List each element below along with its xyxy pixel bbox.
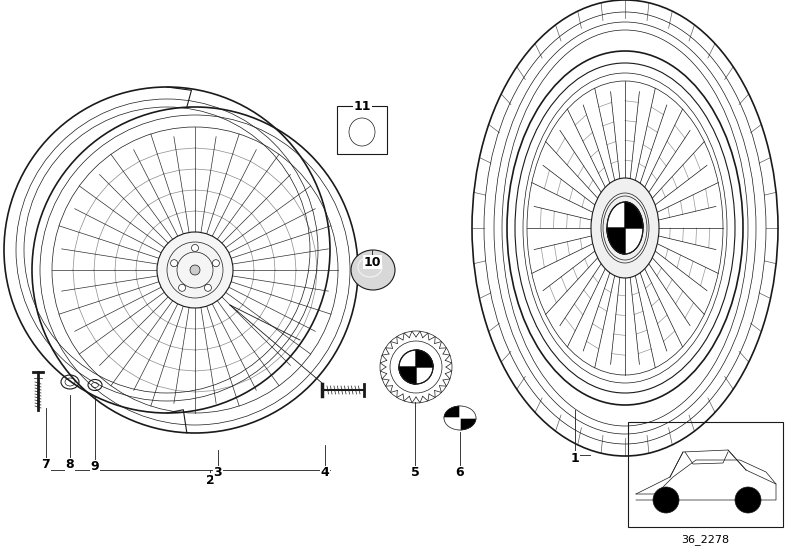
Text: 7: 7 [42, 458, 50, 471]
Ellipse shape [351, 250, 395, 290]
Polygon shape [444, 418, 460, 430]
Ellipse shape [444, 406, 476, 430]
Bar [337, 106, 387, 154]
Polygon shape [416, 350, 433, 367]
Text: 11: 11 [353, 101, 371, 113]
Circle shape [653, 487, 679, 513]
Text: 2: 2 [205, 473, 214, 486]
Circle shape [399, 350, 433, 384]
Text: 9: 9 [91, 461, 99, 473]
Ellipse shape [157, 232, 233, 308]
Circle shape [735, 487, 761, 513]
Ellipse shape [190, 265, 200, 275]
Text: 4: 4 [320, 467, 329, 480]
Ellipse shape [591, 178, 659, 278]
Text: 8: 8 [66, 458, 74, 471]
Text: 3: 3 [213, 467, 222, 480]
Ellipse shape [205, 285, 212, 291]
Text: 6: 6 [455, 467, 464, 480]
Polygon shape [625, 202, 643, 228]
Bar [628, 422, 783, 527]
Ellipse shape [170, 260, 177, 267]
Text: 36_2278: 36_2278 [682, 534, 729, 546]
Ellipse shape [192, 244, 198, 252]
Ellipse shape [607, 202, 643, 254]
Text: 1: 1 [570, 452, 579, 465]
Polygon shape [607, 228, 625, 254]
Ellipse shape [178, 285, 185, 291]
Text: 5: 5 [411, 467, 419, 480]
Polygon shape [399, 367, 416, 384]
Text: 10: 10 [364, 255, 381, 268]
Ellipse shape [213, 260, 220, 267]
Polygon shape [460, 406, 476, 418]
